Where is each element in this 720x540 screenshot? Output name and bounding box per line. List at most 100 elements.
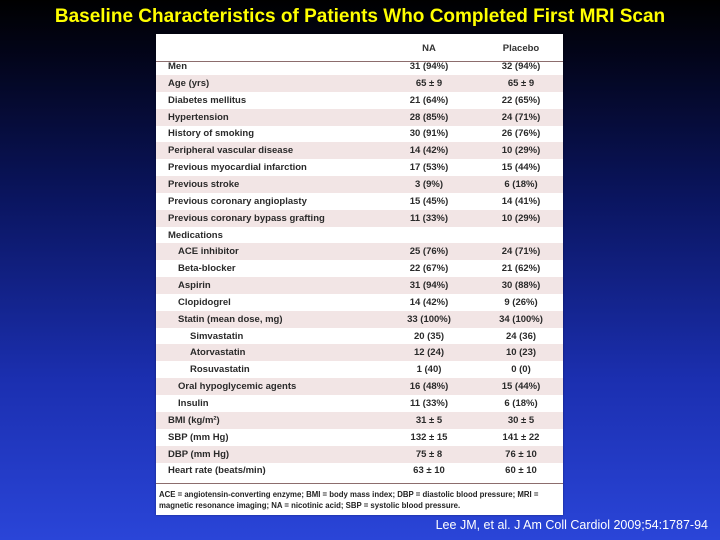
row-value-na: 16 (48%) (409, 381, 449, 393)
row-value-na: 65 ± 9 (415, 77, 443, 89)
row-label: Men (168, 61, 187, 72)
row-value-placebo: 9 (26%) (504, 296, 538, 308)
table-row: Men 31 (94%) 32 (94%) (156, 58, 563, 75)
table-row: BMI (kg/m²) 31 ± 5 30 ± 5 (156, 411, 563, 429)
table-row: Beta-blocker 22 (67%) 21 (62%) (156, 260, 563, 277)
row-label: Heart rate (beats/min) (168, 465, 266, 477)
row-value-placebo: 24 (71%) (501, 111, 541, 123)
row-value-na: 3 (9%) (415, 178, 443, 190)
row-label: Rosuvastatin (190, 364, 250, 376)
table-row: Previous coronary bypass grafting 11 (33%… (156, 209, 563, 227)
row-value-placebo: 65 ± 9 (507, 77, 535, 89)
table-row: Previous coronary angioplasty 15 (45%) 14 … (156, 193, 563, 210)
row-label: Statin (mean dose, mg) (178, 313, 283, 325)
slide-title: Baseline Characteristics of Patients Who… (54, 6, 666, 27)
row-value-placebo: 10 (23) (505, 347, 537, 359)
baseline-table: NA Placebo Men 31 (94%) 32 (94%) Age (yrs) 6… (156, 34, 563, 515)
row-value-na: 31 ± 5 (415, 414, 443, 426)
row-label: Previous coronary angioplasty (168, 195, 307, 207)
table-row: Age (yrs) 65 ± 9 65 ± 9 (156, 74, 563, 92)
row-value-na: 14 (42%) (409, 145, 449, 157)
row-value-na: 21 (64%) (409, 94, 449, 106)
row-value-placebo: 76 ± 10 (505, 448, 537, 460)
row-label: Previous coronary bypass grafting (168, 212, 325, 224)
row-value-placebo: 141 ± 22 (502, 431, 540, 443)
column-header-placebo: Placebo (502, 43, 540, 54)
row-value-placebo: 32 (94%) (501, 61, 541, 72)
row-label: Age (yrs) (168, 77, 210, 89)
row-value-placebo: 6 (18%) (504, 398, 538, 409)
row-value-placebo: 22 (65%) (501, 94, 541, 106)
row-value-placebo: 6 (18%) (504, 178, 538, 190)
row-value-placebo: 15 (44%) (501, 162, 541, 174)
row-value-na: 15 (45%) (409, 195, 449, 207)
row-value-na: 75 ± 8 (415, 448, 443, 460)
table-row: Medications (156, 227, 563, 244)
row-value-placebo: 10 (29%) (501, 145, 541, 157)
row-label: Previous myocardial infarction (168, 162, 307, 174)
table-row: DBP (mm Hg) 75 ± 8 76 ± 10 (156, 445, 563, 463)
row-label: History of smoking (168, 128, 255, 140)
row-value-na: 30 (91%) (409, 128, 449, 140)
table-row: Clopidogrel 14 (42%) 9 (26%) (156, 294, 563, 311)
table-row: Aspirin 31 (94%) 30 (88%) (156, 277, 563, 295)
row-label: ACE inhibitor (178, 246, 239, 258)
row-label: Previous stroke (168, 178, 240, 190)
table-row: ACE inhibitor 25 (76%) 24 (71%) (156, 243, 563, 261)
row-label: DBP (mm Hg) (168, 448, 230, 460)
row-value-na: 12 (24) (413, 347, 445, 359)
table-row: Simvastatin 20 (35) 24 (36) (156, 328, 563, 345)
table-row: Atorvastatin 12 (24) 10 (23) (156, 344, 563, 362)
row-value-na: 132 ± 15 (410, 431, 448, 443)
row-value-na: 20 (35) (413, 330, 445, 342)
table-row: Statin (mean dose, mg) 33 (100%) 34 (100%) (156, 310, 563, 328)
row-value-na: 22 (67%) (409, 263, 449, 275)
row-label: BMI (kg/m²) (168, 414, 220, 426)
table-row: History of smoking 30 (91%) 26 (76%) (156, 125, 563, 142)
column-header-na: NA (422, 43, 436, 54)
footnote-divider (156, 483, 563, 484)
row-value-placebo: 30 (88%) (501, 280, 541, 292)
table-row: Hypertension 28 (85%) 24 (71%) (156, 108, 563, 126)
row-value-na: 11 (33%) (409, 398, 449, 409)
row-value-na: 33 (100%) (407, 313, 451, 325)
row-value-na: 28 (85%) (409, 111, 449, 123)
row-value-na: 31 (94%) (409, 280, 449, 292)
row-label: Peripheral vascular disease (168, 145, 294, 157)
table-row: Diabetes mellitus 21 (64%) 22 (65%) (156, 92, 563, 109)
table-row: Insulin 11 (33%) 6 (18%) (156, 395, 563, 412)
row-value-placebo: 34 (100%) (499, 313, 543, 325)
row-value-placebo: 24 (71%) (501, 246, 541, 258)
table-row: SBP (mm Hg) 132 ± 15 141 ± 22 (156, 429, 563, 446)
table-footnote: ACE = angiotensin-converting enzyme; BMI… (159, 490, 539, 510)
row-label: Oral hypoglycemic agents (178, 381, 297, 393)
table-row: Rosuvastatin 1 (40) 0 (0) (156, 361, 563, 378)
row-value-na: 14 (42%) (409, 296, 449, 308)
row-value-placebo: 21 (62%) (501, 263, 541, 275)
row-label: SBP (mm Hg) (168, 431, 229, 443)
row-label: Clopidogrel (178, 296, 231, 308)
row-label: Atorvastatin (190, 347, 246, 359)
table-header: NA Placebo (156, 39, 563, 62)
row-value-na: 31 (94%) (409, 61, 449, 72)
row-value-placebo: 14 (41%) (501, 195, 541, 207)
table-row: Previous myocardial infarction 17 (53%) 15… (156, 159, 563, 176)
row-label: Aspirin (178, 280, 211, 292)
citation: Lee JM, et al. J Am Coll Cardiol 2009;54… (435, 518, 708, 532)
row-value-placebo: 26 (76%) (501, 128, 541, 140)
row-label: Simvastatin (190, 330, 244, 342)
row-label: Diabetes mellitus (168, 94, 247, 106)
row-label: Hypertension (168, 111, 229, 123)
row-value-placebo: 15 (44%) (501, 381, 541, 393)
table-row: Oral hypoglycemic agents 16 (48%) 15 (44%) (156, 378, 563, 396)
row-value-placebo: 0 (0) (511, 364, 531, 376)
row-value-placebo: 10 (29%) (501, 212, 541, 224)
row-value-na: 25 (76%) (409, 246, 449, 258)
row-value-na: 17 (53%) (409, 162, 449, 174)
row-value-na: 63 ± 10 (413, 465, 445, 477)
table-row: Heart rate (beats/min) 63 ± 10 60 ± 10 (156, 462, 563, 479)
row-value-placebo: 30 ± 5 (507, 414, 535, 426)
row-label: Medications (168, 229, 223, 241)
table-row: Previous stroke 3 (9%) 6 (18%) (156, 175, 563, 193)
row-label: Insulin (178, 398, 209, 409)
